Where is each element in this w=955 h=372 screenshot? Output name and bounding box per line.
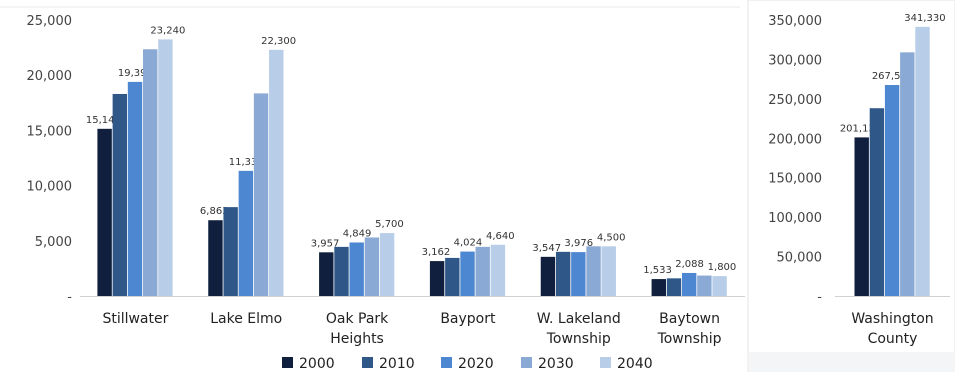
data-label: 1,533 bbox=[643, 265, 672, 276]
data-label: 4,849 bbox=[343, 228, 372, 239]
legend-swatch-2000 bbox=[282, 357, 293, 368]
data-label: 4,640 bbox=[486, 231, 515, 242]
category-label: Heights bbox=[330, 331, 384, 347]
y-tick-label: 300,000 bbox=[768, 53, 822, 68]
legend-label: 2030 bbox=[538, 356, 574, 372]
data-label: 4,500 bbox=[597, 232, 626, 243]
data-label: 341,330 bbox=[904, 13, 945, 24]
county-panel-footer bbox=[749, 352, 955, 372]
bar-2030 bbox=[143, 49, 158, 297]
legend-swatch-2010 bbox=[362, 357, 373, 368]
data-label: 22,300 bbox=[261, 36, 296, 47]
data-label: 19,394 bbox=[118, 68, 153, 79]
legend-label: 2010 bbox=[379, 356, 415, 372]
category-label: Oak Park bbox=[326, 311, 389, 327]
bar-2000 bbox=[208, 220, 223, 296]
category-label: Township bbox=[657, 331, 722, 347]
legend-label: 2020 bbox=[458, 356, 494, 372]
bar-2040 bbox=[379, 233, 395, 296]
bar-2030 bbox=[253, 93, 269, 296]
bar-2030 bbox=[475, 246, 490, 296]
bar-2040 bbox=[269, 49, 284, 296]
data-label: 11,335 bbox=[229, 157, 264, 168]
data-label: 1,800 bbox=[708, 262, 737, 273]
bar-2020 bbox=[238, 170, 254, 296]
y-tick-label: - bbox=[67, 290, 72, 305]
bar-2010 bbox=[555, 251, 571, 296]
data-label: 3,976 bbox=[564, 238, 593, 249]
bar-2000 bbox=[854, 137, 869, 296]
data-label: 5,700 bbox=[375, 219, 404, 230]
y-tick-label: 150,000 bbox=[768, 172, 822, 187]
chart-panel-0: - 5,000 10,000 15,000 20,000 25,000 15,143 19,3… bbox=[27, 14, 745, 347]
category-label: Washington bbox=[851, 311, 933, 327]
bar-2040 bbox=[712, 276, 727, 296]
y-tick-label: - bbox=[817, 290, 822, 305]
bar-2020 bbox=[681, 272, 697, 296]
bar-2010 bbox=[869, 108, 885, 296]
bar-2000 bbox=[319, 252, 334, 296]
legend-swatch-2040 bbox=[600, 357, 611, 368]
bar-2040 bbox=[601, 246, 616, 296]
bar-2020 bbox=[127, 81, 143, 296]
category-label: W. Lakeland bbox=[537, 311, 621, 327]
data-label: 15,143 bbox=[86, 115, 121, 126]
y-tick-label: 50,000 bbox=[777, 251, 823, 266]
bar-2010 bbox=[334, 246, 349, 296]
data-label: 3,162 bbox=[422, 247, 451, 258]
bar-2030 bbox=[697, 275, 712, 296]
bar-2030 bbox=[900, 52, 915, 297]
category-label: Lake Elmo bbox=[210, 311, 282, 327]
category-label: Bayport bbox=[440, 311, 496, 327]
data-label: 2,088 bbox=[675, 259, 704, 270]
data-label: 3,957 bbox=[311, 238, 340, 249]
y-tick-label: 250,000 bbox=[768, 93, 822, 108]
legend: 2000 2010 2020 2030 2040 bbox=[282, 356, 653, 372]
category-label: Baytown bbox=[659, 311, 720, 327]
y-tick-label: 5,000 bbox=[35, 235, 72, 250]
category-label: Stillwater bbox=[102, 311, 168, 327]
y-tick-label: 15,000 bbox=[27, 124, 73, 139]
y-tick-label: 20,000 bbox=[27, 69, 73, 84]
bar-2020 bbox=[571, 252, 586, 296]
data-label: 3,547 bbox=[532, 243, 561, 254]
legend-label: 2040 bbox=[617, 356, 653, 372]
bar-2010 bbox=[223, 207, 238, 296]
bar-2010 bbox=[112, 93, 128, 296]
y-tick-label: 200,000 bbox=[768, 132, 822, 147]
bar-2030 bbox=[586, 246, 601, 296]
legend-swatch-2020 bbox=[441, 357, 452, 368]
chart-panel-1: - 50,000 100,000 150,000 200,000 250,000 300,0… bbox=[768, 13, 950, 347]
bar-2030 bbox=[364, 237, 380, 296]
bar-2040 bbox=[158, 39, 173, 297]
data-label: 201,130 bbox=[840, 123, 881, 134]
category-label: Township bbox=[546, 331, 611, 347]
bar-2020 bbox=[349, 242, 364, 296]
bar-2000 bbox=[651, 279, 666, 296]
data-label: 6,863 bbox=[200, 206, 229, 217]
bar-2000 bbox=[540, 256, 556, 296]
data-label: 23,240 bbox=[150, 25, 185, 36]
bar-2020 bbox=[460, 251, 475, 296]
bar-2010 bbox=[445, 257, 460, 296]
y-tick-label: 25,000 bbox=[27, 14, 73, 29]
category-label: County bbox=[868, 331, 918, 347]
data-label: 267,568 bbox=[872, 71, 913, 82]
bar-2010 bbox=[666, 278, 682, 296]
bar-2000 bbox=[97, 128, 112, 296]
y-tick-label: 10,000 bbox=[27, 180, 73, 195]
y-tick-label: 350,000 bbox=[768, 14, 822, 29]
bar-2000 bbox=[429, 261, 445, 296]
data-label: 4,024 bbox=[454, 238, 483, 249]
bar-2040 bbox=[490, 244, 506, 296]
bar-2040 bbox=[915, 26, 930, 296]
bar-2020 bbox=[884, 85, 900, 297]
y-tick-label: 100,000 bbox=[768, 211, 822, 226]
legend-label: 2000 bbox=[299, 356, 335, 372]
legend-swatch-2030 bbox=[521, 357, 532, 368]
